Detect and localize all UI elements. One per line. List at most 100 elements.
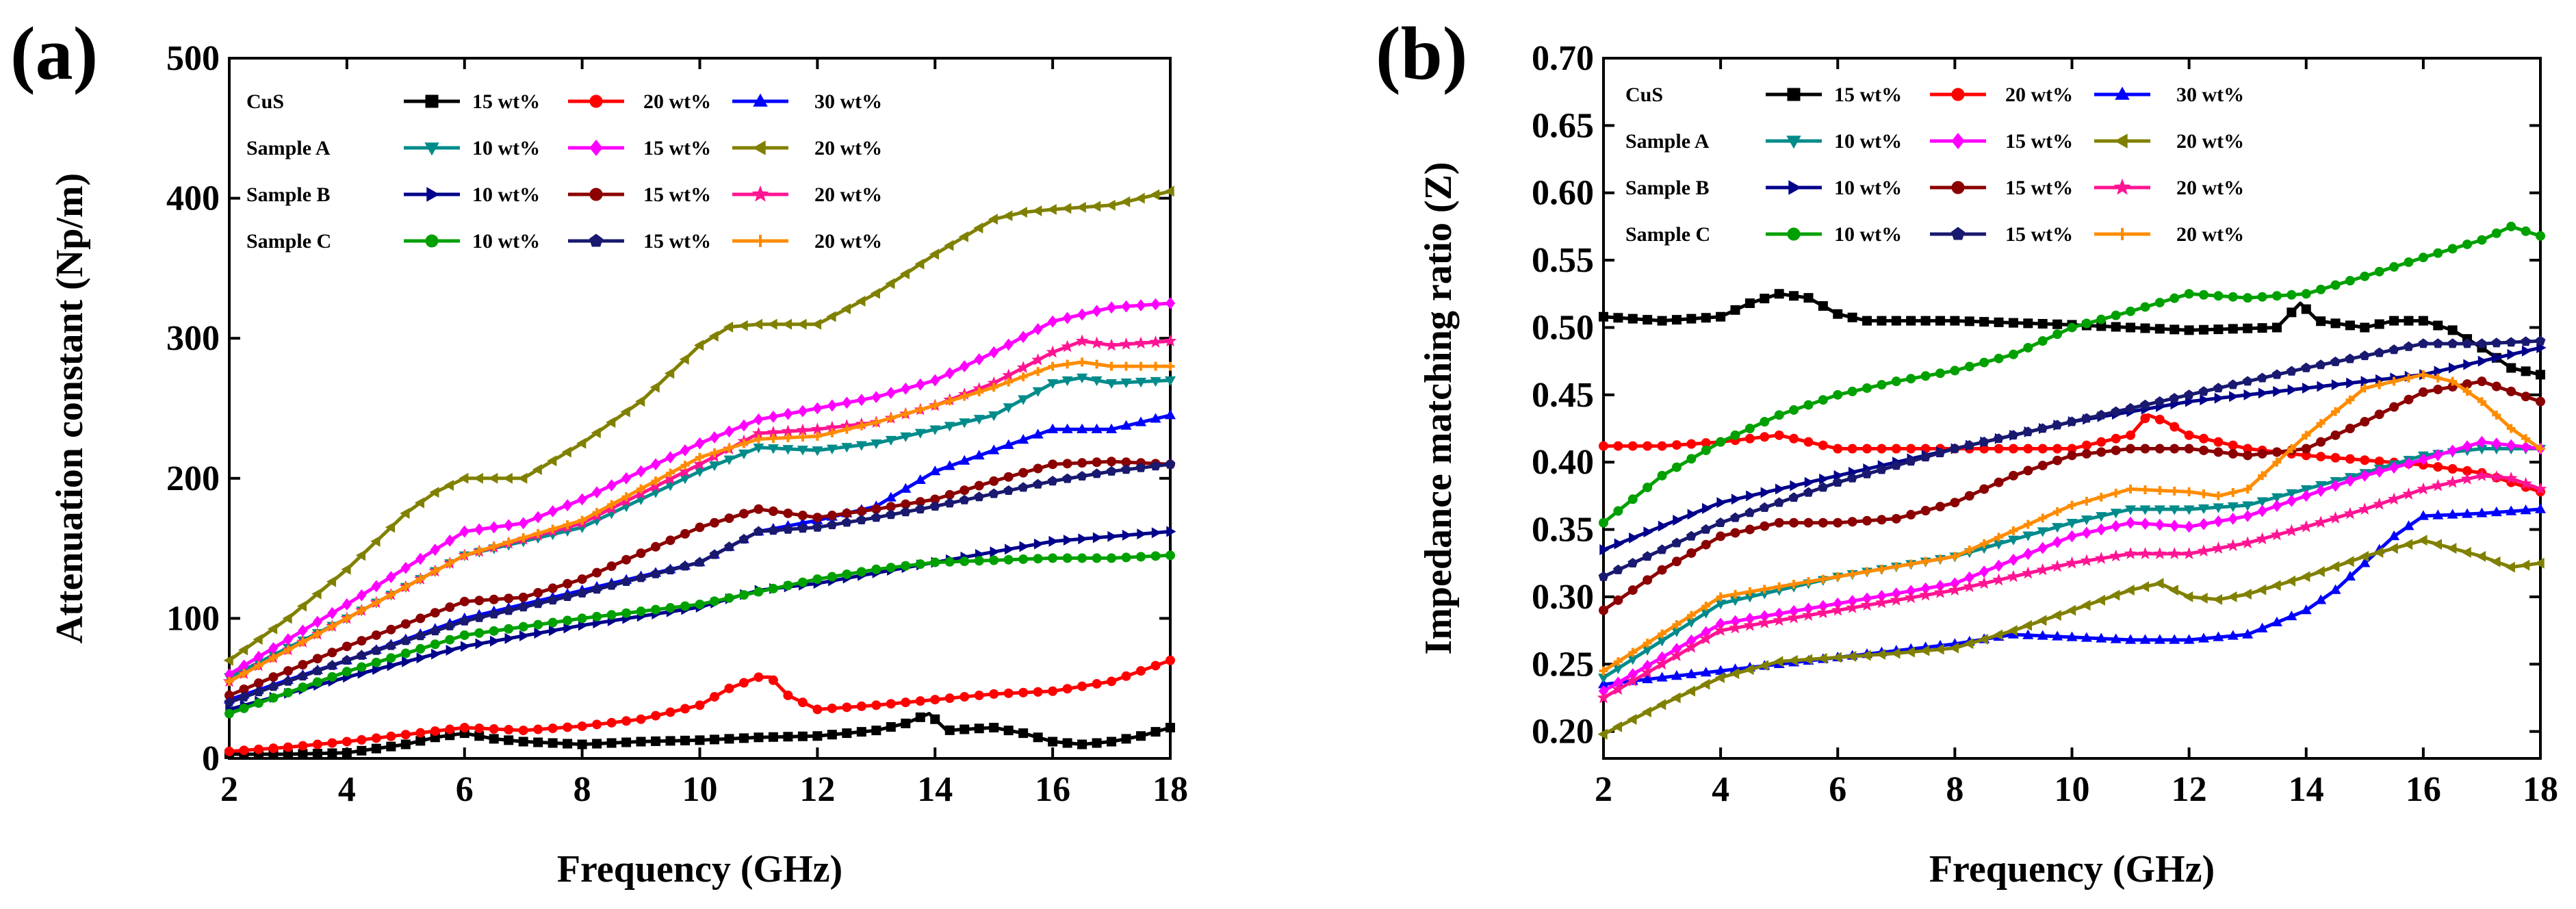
data-point bbox=[239, 684, 249, 694]
data-point bbox=[797, 318, 807, 330]
data-point bbox=[2213, 491, 2223, 500]
data-point bbox=[1686, 439, 1697, 449]
series-sample-b-10wtpct bbox=[225, 526, 1176, 715]
data-point bbox=[1672, 619, 1682, 629]
data-point bbox=[1671, 692, 1681, 704]
data-point bbox=[1773, 613, 1786, 626]
data-point bbox=[2096, 437, 2107, 447]
data-point bbox=[357, 734, 367, 745]
data-point bbox=[1120, 196, 1131, 207]
data-point bbox=[1760, 487, 1770, 498]
data-point bbox=[1048, 459, 1058, 470]
data-point bbox=[2111, 520, 2121, 533]
data-point bbox=[1891, 376, 1901, 387]
data-point bbox=[2343, 507, 2357, 520]
data-point bbox=[2317, 381, 2327, 392]
legend: CuS 15 wt% 20 wt% 30 wt% Sample A 10 wt% 15 wt… bbox=[1625, 84, 2244, 246]
data-point bbox=[2228, 379, 2239, 389]
data-point bbox=[533, 619, 543, 630]
data-point bbox=[2506, 221, 2516, 231]
data-point bbox=[224, 676, 234, 686]
data-point bbox=[827, 511, 837, 521]
data-point bbox=[591, 486, 602, 499]
data-point bbox=[2213, 503, 2224, 513]
data-point bbox=[2461, 546, 2471, 559]
data-point bbox=[2065, 556, 2078, 569]
y-tick-label: 0.65 bbox=[1532, 106, 1594, 145]
data-point bbox=[606, 738, 617, 748]
data-point bbox=[929, 425, 941, 435]
data-point bbox=[357, 650, 367, 660]
data-point bbox=[489, 626, 499, 636]
data-point bbox=[826, 311, 836, 322]
data-point bbox=[2360, 271, 2370, 281]
data-point bbox=[1847, 444, 1857, 454]
data-point bbox=[2314, 515, 2328, 528]
data-point bbox=[886, 699, 896, 709]
data-point bbox=[738, 590, 749, 600]
data-point bbox=[563, 739, 573, 749]
data-point bbox=[2374, 347, 2385, 357]
data-point bbox=[1788, 492, 1799, 502]
data-point bbox=[268, 681, 279, 691]
data-point bbox=[2418, 387, 2428, 397]
data-point bbox=[650, 458, 661, 471]
data-point bbox=[2008, 430, 2019, 440]
data-point bbox=[2491, 381, 2501, 392]
data-point bbox=[944, 489, 955, 500]
data-point bbox=[974, 491, 985, 502]
data-point bbox=[1656, 671, 1668, 682]
legend-swatch-marker bbox=[2116, 228, 2128, 240]
data-point bbox=[1063, 359, 1072, 369]
data-point bbox=[1933, 585, 1947, 598]
data-point bbox=[2154, 414, 2165, 424]
data-point bbox=[1003, 439, 1014, 449]
data-point bbox=[1092, 457, 1102, 468]
data-point bbox=[2154, 298, 2165, 308]
data-point bbox=[2068, 500, 2076, 510]
data-point bbox=[2358, 502, 2371, 515]
data-point bbox=[621, 737, 632, 747]
data-point bbox=[2008, 553, 2019, 566]
data-point bbox=[1641, 706, 1651, 718]
data-point bbox=[475, 638, 485, 650]
data-point bbox=[2492, 410, 2501, 420]
data-point bbox=[1716, 531, 1726, 541]
data-point bbox=[563, 499, 573, 512]
data-point bbox=[1657, 565, 1667, 575]
data-point bbox=[2418, 253, 2428, 263]
data-point bbox=[1016, 361, 1030, 374]
data-point bbox=[2286, 489, 2297, 499]
data-point bbox=[2330, 356, 2341, 366]
data-point bbox=[1136, 552, 1146, 562]
data-point bbox=[1833, 309, 1843, 319]
data-point bbox=[768, 583, 778, 593]
data-point bbox=[989, 383, 999, 392]
data-point bbox=[577, 493, 587, 506]
data-point bbox=[2169, 520, 2180, 533]
data-point bbox=[870, 287, 881, 299]
data-point bbox=[2506, 439, 2516, 452]
data-point bbox=[1091, 201, 1101, 212]
data-point bbox=[2490, 470, 2503, 483]
data-point bbox=[459, 615, 470, 626]
data-point bbox=[1061, 376, 1073, 387]
series-line bbox=[229, 462, 1171, 704]
data-point bbox=[1092, 359, 1102, 369]
data-point bbox=[2475, 550, 2486, 562]
data-point bbox=[680, 474, 691, 485]
data-point bbox=[2373, 497, 2386, 510]
data-point bbox=[959, 691, 970, 702]
data-point bbox=[2287, 366, 2297, 376]
data-point bbox=[2519, 476, 2532, 489]
data-point bbox=[1789, 405, 1799, 415]
data-point bbox=[2447, 444, 2458, 457]
data-point bbox=[812, 704, 823, 715]
data-point bbox=[2505, 561, 2515, 573]
data-point bbox=[2507, 348, 2517, 360]
x-tick-label: 12 bbox=[799, 770, 835, 809]
data-point bbox=[414, 497, 424, 509]
data-point bbox=[1760, 417, 1770, 427]
data-point bbox=[2213, 437, 2224, 447]
